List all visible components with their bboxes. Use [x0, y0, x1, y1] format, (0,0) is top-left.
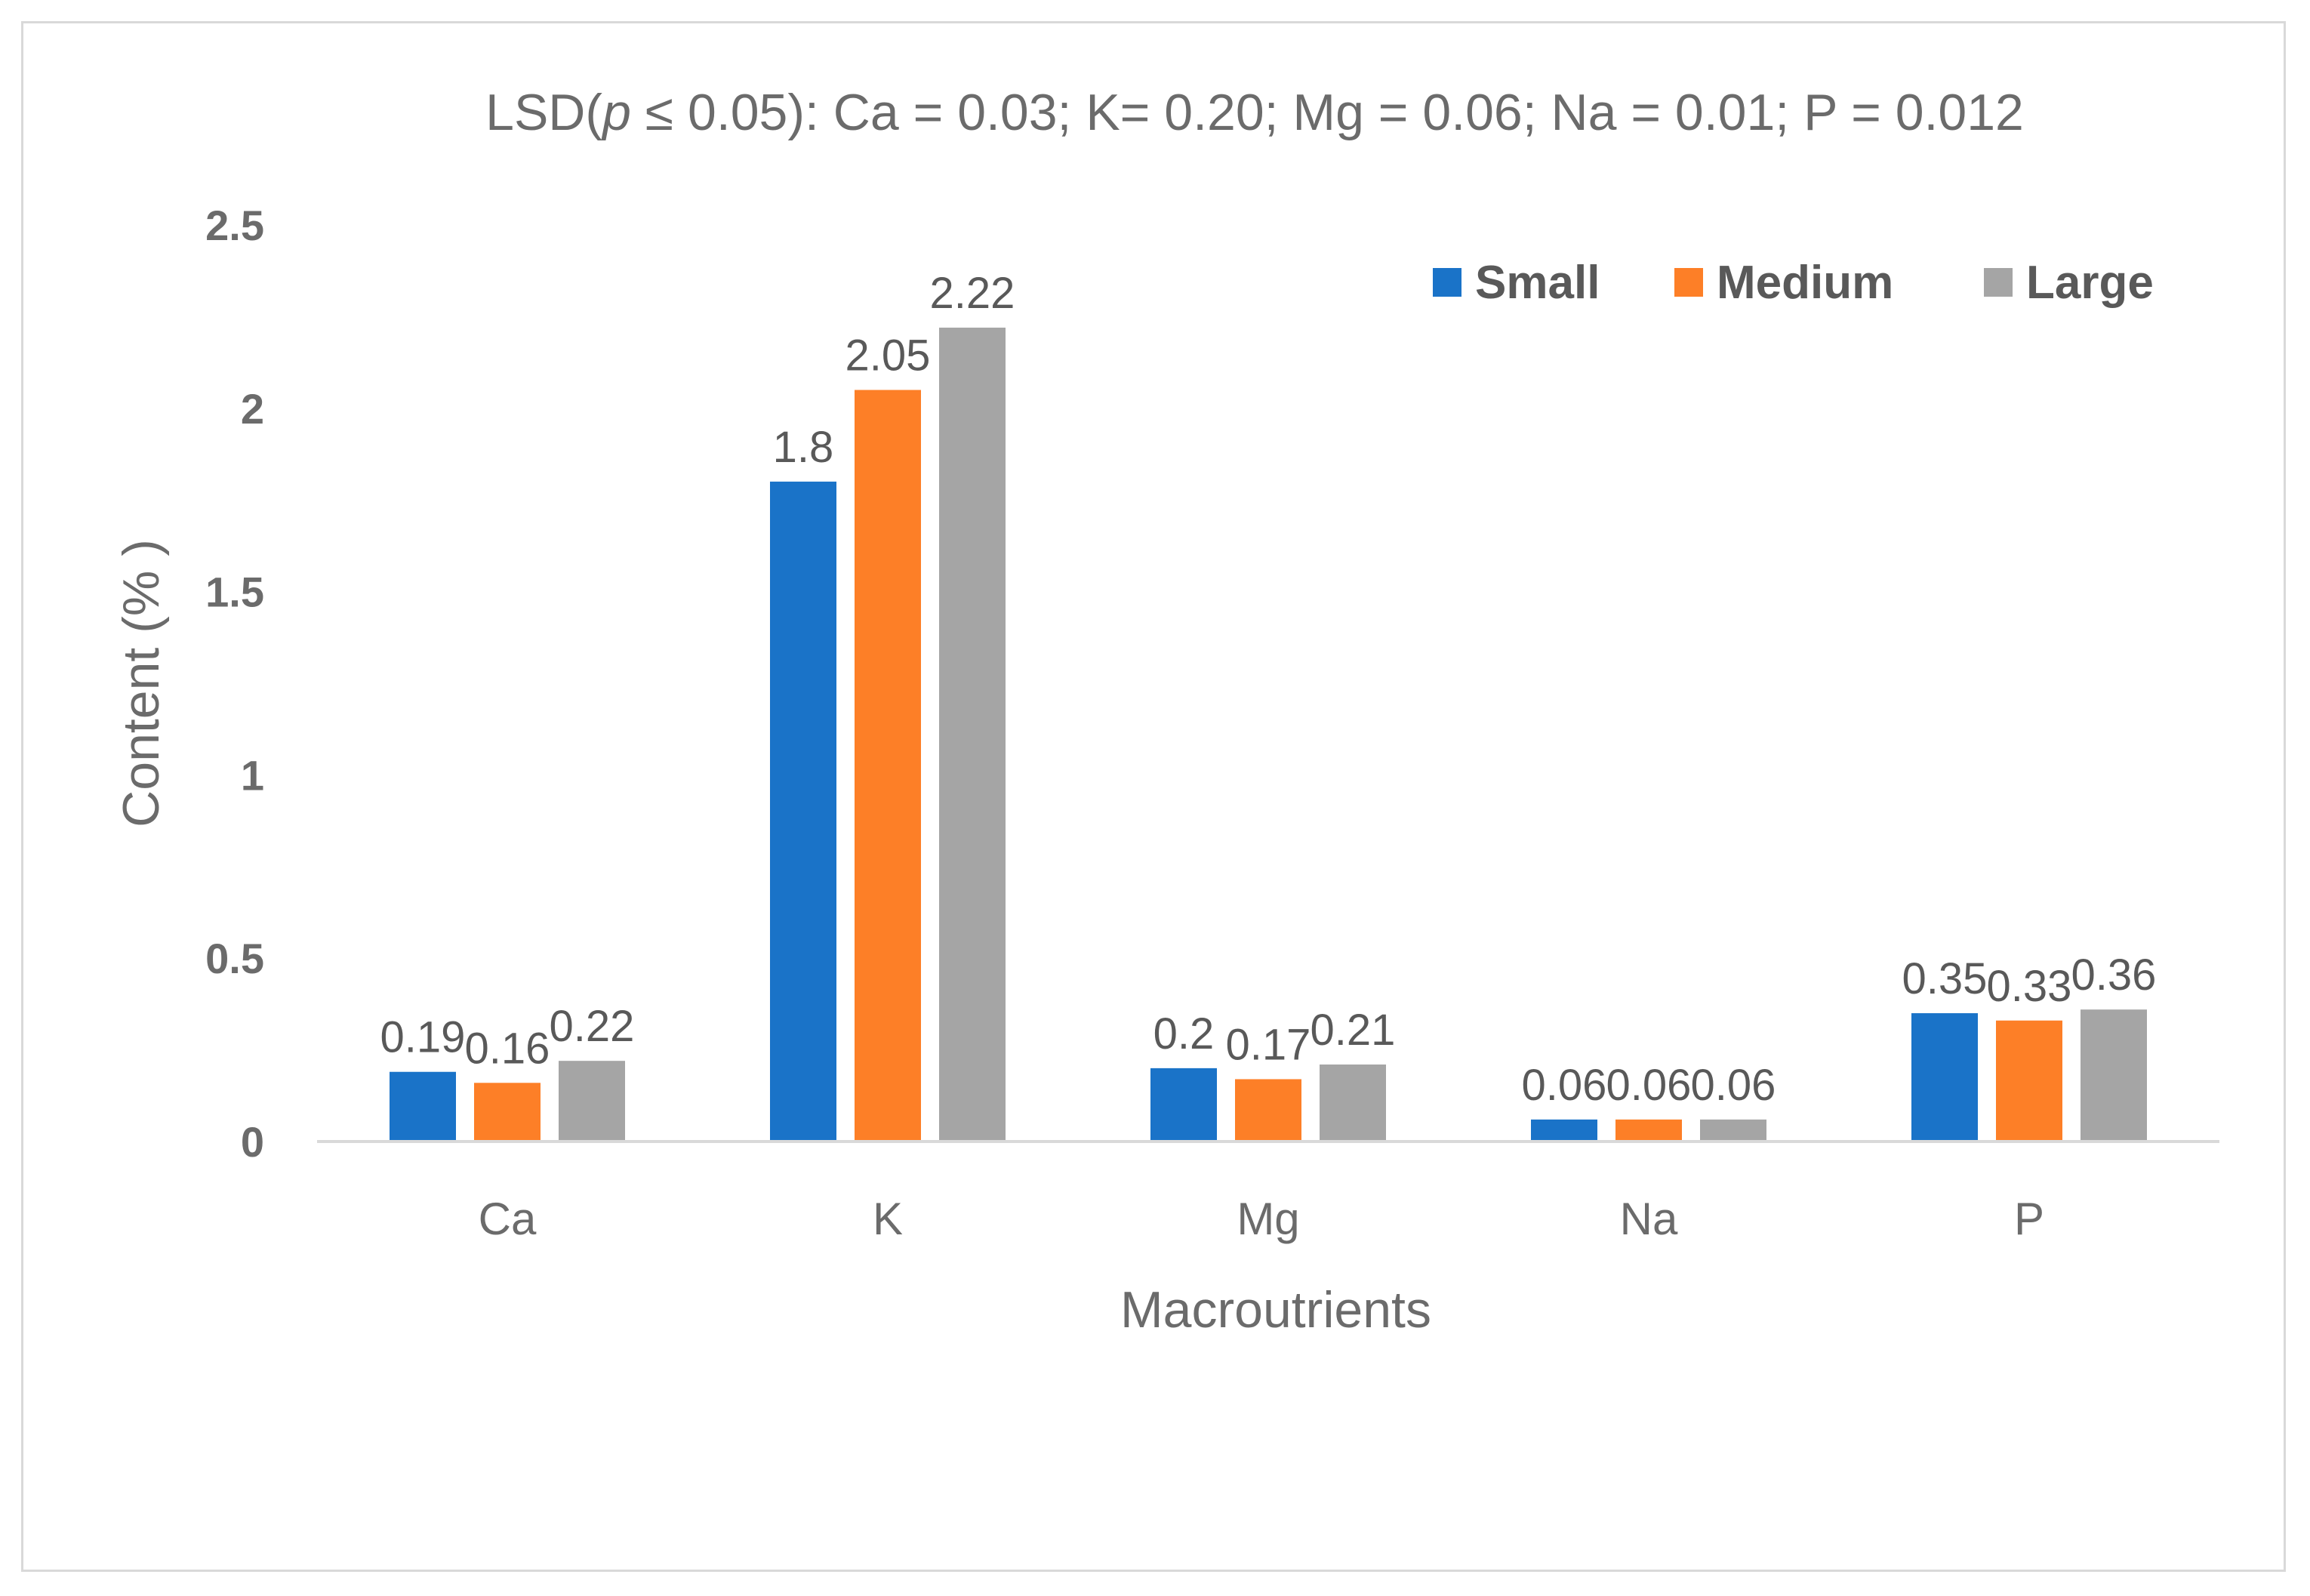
x-axis-label: Macroutrients	[1120, 1281, 1431, 1339]
data-label: 0.06	[1606, 1061, 1692, 1110]
x-tick-label: Mg	[1237, 1194, 1299, 1244]
data-label: 1.8	[773, 423, 834, 472]
x-tick-label: K	[873, 1194, 903, 1244]
data-label: 0.16	[465, 1024, 550, 1073]
data-label: 0.2	[1153, 1009, 1215, 1058]
bar-medium-p	[1996, 1020, 2062, 1142]
y-tick-label: 0.5	[205, 935, 264, 982]
legend-swatch-large	[1984, 268, 2013, 297]
data-label: 0.06	[1691, 1061, 1776, 1110]
y-axis-label: Content (% )	[112, 539, 170, 827]
legend-swatch-medium	[1674, 268, 1703, 297]
x-tick-label: Na	[1620, 1194, 1678, 1244]
x-tick-label: Ca	[479, 1194, 537, 1244]
data-label: 2.22	[930, 269, 1015, 318]
legend-label-medium: Medium	[1717, 257, 1893, 309]
data-label: 0.33	[1987, 962, 2072, 1011]
y-tick-label: 1.5	[205, 568, 264, 616]
x-axis-ticks: Ca K Mg Na P	[479, 1194, 2044, 1244]
bar-large-mg	[1320, 1065, 1386, 1142]
data-labels: 0.19 0.16 0.221.82.052.220.2 0.17 0.210.06 0.…	[380, 269, 2157, 1110]
y-tick-label: 2	[241, 385, 264, 433]
bar-medium-na	[1615, 1119, 1682, 1142]
bar-large-k	[939, 327, 1006, 1142]
y-tick-label: 1	[241, 751, 264, 799]
y-axis-ticks: 0 0.5 1 1.5 2 2.5	[205, 202, 264, 1166]
bar-large-ca	[559, 1061, 625, 1142]
y-tick-label: 0	[241, 1118, 264, 1166]
bars	[390, 327, 2147, 1142]
bar-small-k	[770, 481, 836, 1142]
x-tick-label: P	[2014, 1194, 2044, 1244]
legend-label-small: Small	[1475, 257, 1600, 309]
bar-small-p	[1911, 1013, 1978, 1142]
chart-title: LSD(p ≤ 0.05): Ca = 0.03; K= 0.20; Mg = …	[485, 84, 2024, 141]
bar-large-p	[2081, 1009, 2147, 1142]
bar-small-mg	[1150, 1068, 1217, 1142]
legend-label-large: Large	[2026, 257, 2154, 309]
data-label: 0.21	[1311, 1006, 1396, 1055]
data-label: 0.19	[380, 1013, 466, 1062]
data-label: 0.17	[1226, 1020, 1311, 1069]
y-tick-label: 2.5	[205, 202, 264, 249]
data-label: 0.06	[1522, 1061, 1607, 1110]
data-label: 0.35	[1902, 954, 1988, 1003]
data-label: 2.05	[845, 331, 931, 381]
bar-small-ca	[390, 1071, 456, 1142]
data-label: 0.36	[2071, 951, 2157, 1000]
legend-swatch-small	[1433, 268, 1461, 297]
legend: Small Medium Large	[1433, 257, 2154, 309]
bar-large-na	[1700, 1119, 1766, 1142]
chart-frame	[21, 21, 2286, 1572]
bar-medium-k	[855, 390, 921, 1142]
bar-small-na	[1531, 1119, 1597, 1142]
bar-medium-mg	[1235, 1079, 1301, 1142]
bar-medium-ca	[474, 1083, 541, 1142]
data-label: 0.22	[550, 1002, 635, 1051]
